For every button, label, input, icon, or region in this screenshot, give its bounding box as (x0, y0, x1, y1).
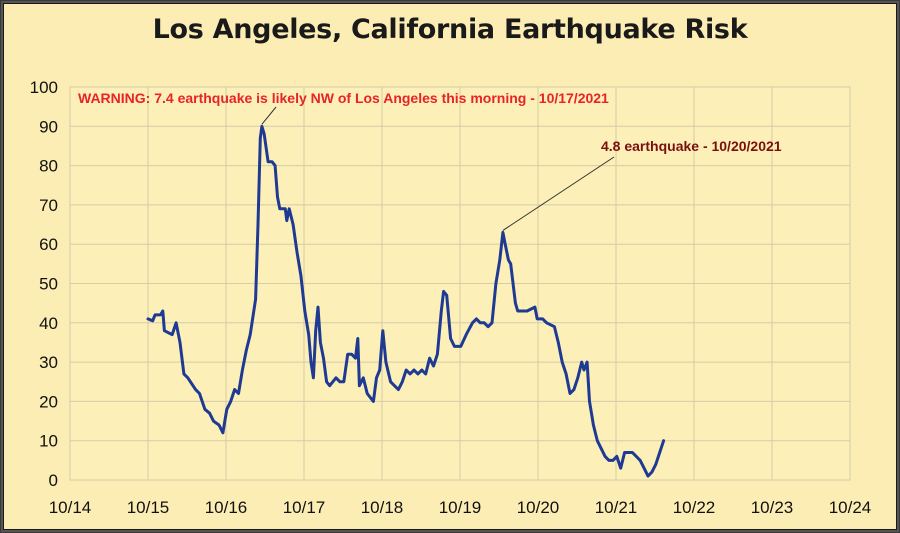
x-tick-label: 10/20 (517, 498, 560, 517)
y-tick-label: 10 (39, 432, 58, 451)
x-tick-label: 10/24 (829, 498, 872, 517)
y-tick-label: 20 (39, 392, 58, 411)
series-lines (146, 124, 666, 478)
y-tick-label: 40 (39, 314, 58, 333)
series-line (146, 124, 666, 478)
y-tick-label: 70 (39, 196, 58, 215)
chart-title: Los Angeles, California Earthquake Risk (152, 14, 748, 45)
annotation-label: 4.8 earthquake - 10/20/2021 (601, 138, 782, 154)
y-tick-label: 50 (39, 275, 58, 294)
x-tick-label: 10/14 (49, 498, 92, 517)
x-tick-label: 10/19 (439, 498, 482, 517)
y-tick-labels: 0 10 20 30 40 50 60 70 80 90 100 (30, 78, 58, 490)
y-tick-label: 60 (39, 235, 58, 254)
gridlines (69, 86, 851, 481)
x-tick-label: 10/23 (751, 498, 794, 517)
x-tick-label: 10/22 (673, 498, 716, 517)
y-tick-label: 30 (39, 353, 58, 372)
y-tick-label: 80 (39, 157, 58, 176)
x-tick-label: 10/16 (205, 498, 248, 517)
x-tick-label: 10/15 (127, 498, 170, 517)
annotations: WARNING: 7.4 earthquake is likely NW of … (78, 90, 782, 231)
y-tick-label: 100 (30, 78, 58, 97)
annotation-label: WARNING: 7.4 earthquake is likely NW of … (78, 90, 609, 106)
x-tick-labels: 10/14 10/15 10/16 10/17 10/18 10/19 10/20 10/21… (49, 498, 872, 517)
y-tick-label: 0 (49, 471, 58, 490)
x-tick-label: 10/21 (595, 498, 638, 517)
x-tick-label: 10/17 (283, 498, 326, 517)
annotation-pointer (261, 106, 277, 125)
y-tick-label: 90 (39, 117, 58, 136)
x-tick-label: 10/18 (361, 498, 404, 517)
annotation-pointer (502, 156, 615, 231)
